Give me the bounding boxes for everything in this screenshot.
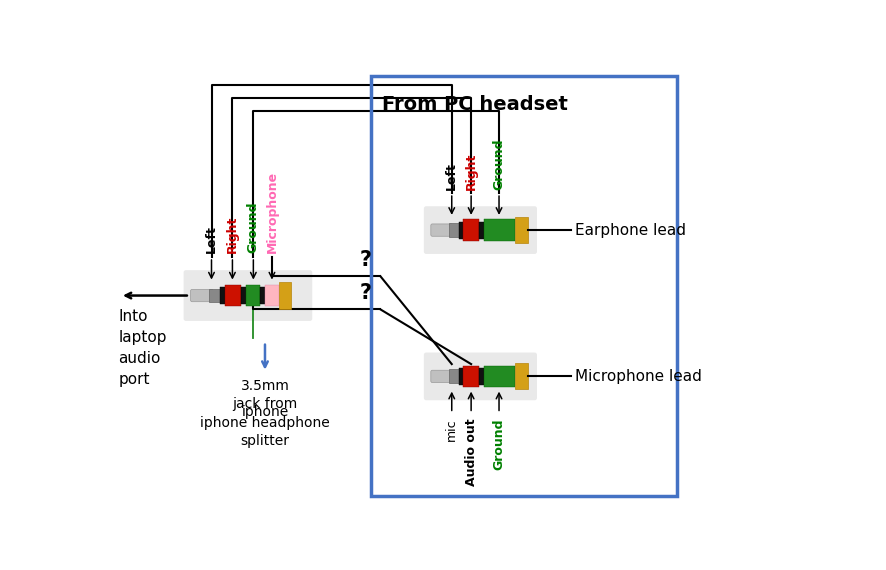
Bar [209, 288, 220, 303]
Bar [279, 283, 291, 308]
Text: ?: ? [359, 250, 371, 270]
Bar [459, 368, 463, 385]
Text: Microphone: Microphone [266, 171, 278, 253]
Bar [463, 219, 478, 241]
Bar [478, 222, 484, 239]
Text: ?: ? [359, 283, 371, 303]
FancyBboxPatch shape [431, 224, 453, 236]
Bar [463, 365, 478, 387]
Text: Left: Left [446, 162, 458, 190]
Bar [265, 285, 279, 306]
Text: From PC headset: From PC headset [382, 95, 568, 115]
Bar [484, 219, 515, 241]
Text: iphone: iphone [241, 405, 289, 419]
Bar [449, 369, 459, 384]
Text: Ground: Ground [493, 139, 506, 190]
FancyBboxPatch shape [424, 206, 537, 254]
Text: Right: Right [226, 216, 239, 253]
Text: Earphone lead: Earphone lead [575, 223, 686, 238]
FancyBboxPatch shape [183, 270, 312, 321]
Text: Microphone lead: Microphone lead [575, 369, 702, 384]
FancyBboxPatch shape [190, 290, 213, 302]
Text: mic: mic [446, 419, 458, 441]
Text: Left: Left [205, 225, 218, 253]
Bar [484, 365, 515, 387]
Text: Into
laptop
audio
port: Into laptop audio port [119, 310, 167, 388]
Bar [478, 368, 484, 385]
Bar [371, 76, 677, 496]
Bar [225, 285, 241, 306]
Bar [220, 287, 225, 304]
FancyBboxPatch shape [424, 352, 537, 400]
Bar [245, 285, 260, 306]
Text: Ground: Ground [493, 419, 506, 470]
Bar [241, 287, 245, 304]
Text: Right: Right [464, 153, 478, 190]
Text: Ground: Ground [247, 202, 260, 253]
Bar [449, 223, 459, 237]
FancyBboxPatch shape [431, 370, 453, 382]
Bar [515, 217, 528, 243]
Text: 3.5mm
jack from
iphone headphone
splitter: 3.5mm jack from iphone headphone splitte… [200, 378, 330, 448]
Bar [459, 222, 463, 239]
Bar [260, 287, 265, 304]
Text: Audio out: Audio out [464, 419, 478, 486]
Bar [515, 363, 528, 389]
